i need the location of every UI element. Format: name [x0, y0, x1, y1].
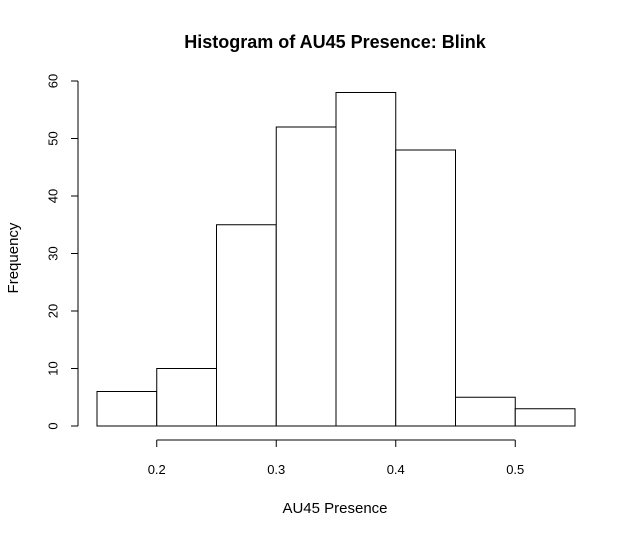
histogram-bar-4 — [335, 92, 397, 427]
y-tick-label: 40 — [46, 189, 61, 203]
y-tick-label: 20 — [46, 304, 61, 318]
x-axis-label: AU45 Presence — [282, 500, 387, 517]
x-tick-label: 0.3 — [267, 462, 285, 477]
x-tick-label: 0.5 — [506, 462, 524, 477]
histogram-bar-0 — [96, 391, 158, 427]
y-tick-label: 10 — [46, 361, 61, 375]
y-axis-label: Frequency — [5, 222, 22, 293]
x-tick-label: 0.4 — [387, 462, 405, 477]
chart-title: Histogram of AU45 Presence: Blink — [184, 32, 486, 52]
histogram-bar-3 — [275, 126, 337, 427]
y-tick-label: 30 — [46, 246, 61, 260]
histogram-bar-5 — [395, 149, 456, 427]
y-tick-label: 0 — [46, 422, 61, 429]
histogram-bar-1 — [156, 368, 217, 427]
y-axis: 0 10 20 30 40 50 60 — [46, 74, 79, 430]
y-tick-label: 50 — [46, 131, 61, 145]
bars-group — [96, 92, 576, 427]
y-tick-label: 60 — [46, 74, 61, 88]
histogram-bar-7 — [514, 408, 576, 427]
x-axis: 0.2 0.3 0.4 0.5 — [148, 439, 524, 477]
histogram-bar-6 — [455, 396, 516, 427]
x-tick-label: 0.2 — [148, 462, 166, 477]
histogram-bar-2 — [216, 224, 277, 427]
